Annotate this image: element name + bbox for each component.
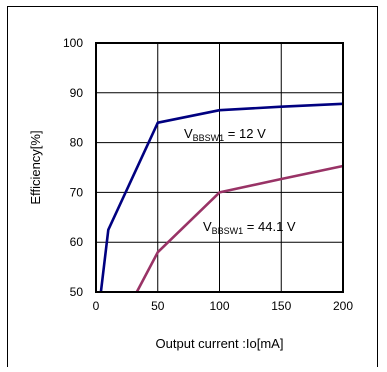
series-lines: [99, 102, 344, 293]
series-label-subscript: BBSW1: [193, 133, 225, 143]
series-label-main: V: [184, 126, 193, 141]
series-label-main: V: [203, 219, 212, 234]
y-axis-label: Efficiency[%]: [28, 130, 43, 204]
series-line-1: [99, 102, 344, 293]
series-line-2: [135, 164, 344, 293]
x-tick-label: 50: [151, 299, 165, 313]
y-tick-label: 100: [63, 36, 83, 50]
series-label-2: VBBSW1 = 44.1 V: [203, 219, 296, 236]
y-tick-label: 70: [70, 185, 84, 199]
x-tick-label: 150: [271, 299, 291, 313]
series-label-rest: = 44.1 V: [243, 219, 296, 234]
plot-area-border: [95, 42, 344, 293]
series-label-subscript: BBSW1: [212, 226, 244, 236]
x-axis-label: Output current :Io[mA]: [156, 336, 284, 351]
y-tick-label: 80: [70, 136, 84, 150]
series-label-1: VBBSW1 = 12 V: [184, 126, 266, 143]
y-tick-label: 90: [70, 86, 84, 100]
grid: [96, 43, 343, 292]
x-tick-label: 0: [93, 299, 100, 313]
tick-labels: 0 50 100 150 200 50 60 70 80 90 100: [63, 36, 353, 313]
figure-frame: [7, 6, 378, 371]
series-label-rest: = 12 V: [224, 126, 266, 141]
y-tick-label: 60: [70, 235, 84, 249]
x-tick-label: 100: [209, 299, 229, 313]
y-tick-label: 50: [70, 285, 84, 299]
x-tick-label: 200: [333, 299, 353, 313]
